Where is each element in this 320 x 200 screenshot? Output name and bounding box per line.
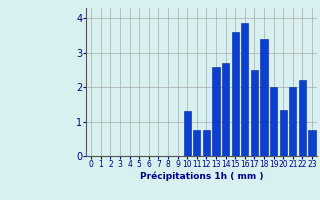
- Bar: [212, 67, 220, 156]
- Bar: [193, 130, 200, 156]
- Bar: [289, 87, 296, 156]
- Bar: [280, 110, 287, 156]
- Bar: [299, 80, 306, 156]
- Bar: [184, 111, 191, 156]
- Bar: [241, 23, 248, 156]
- Bar: [251, 70, 258, 156]
- Bar: [308, 130, 316, 156]
- Bar: [222, 63, 229, 156]
- Bar: [260, 39, 268, 156]
- X-axis label: Précipitations 1h ( mm ): Précipitations 1h ( mm ): [140, 172, 263, 181]
- Bar: [203, 130, 210, 156]
- Bar: [232, 32, 239, 156]
- Bar: [270, 87, 277, 156]
